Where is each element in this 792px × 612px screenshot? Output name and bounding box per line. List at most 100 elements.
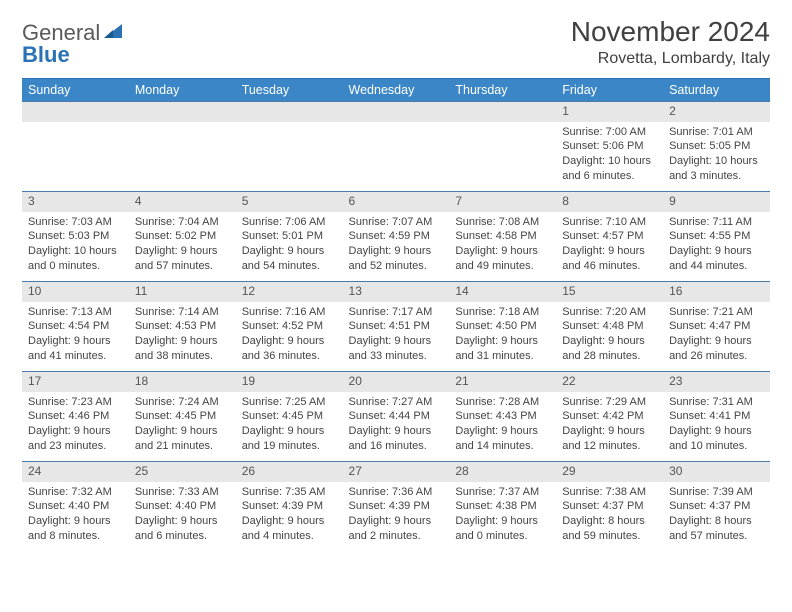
day-number: 8 xyxy=(556,192,663,212)
sunrise-text: Sunrise: 7:18 AM xyxy=(455,305,550,320)
title-block: November 2024 Rovetta, Lombardy, Italy xyxy=(571,16,770,68)
daylight-text: Daylight: 9 hours and 8 minutes. xyxy=(28,514,123,544)
day-cell: 21Sunrise: 7:28 AMSunset: 4:43 PMDayligh… xyxy=(449,372,556,462)
day-cell xyxy=(449,102,556,192)
day-number: 19 xyxy=(236,372,343,392)
sunset-text: Sunset: 4:43 PM xyxy=(455,409,550,424)
sunset-text: Sunset: 4:46 PM xyxy=(28,409,123,424)
day-data: Sunrise: 7:18 AMSunset: 4:50 PMDaylight:… xyxy=(449,302,556,368)
sunrise-text: Sunrise: 7:36 AM xyxy=(349,485,444,500)
day-number: 11 xyxy=(129,282,236,302)
daylight-text: Daylight: 9 hours and 4 minutes. xyxy=(242,514,337,544)
sunrise-text: Sunrise: 7:35 AM xyxy=(242,485,337,500)
day-data: Sunrise: 7:27 AMSunset: 4:44 PMDaylight:… xyxy=(343,392,450,458)
day-cell: 11Sunrise: 7:14 AMSunset: 4:53 PMDayligh… xyxy=(129,282,236,372)
sunset-text: Sunset: 4:51 PM xyxy=(349,319,444,334)
daylight-text: Daylight: 9 hours and 44 minutes. xyxy=(669,244,764,274)
logo-sail-icon xyxy=(102,22,124,45)
sunset-text: Sunset: 4:45 PM xyxy=(242,409,337,424)
day-number: 1 xyxy=(556,102,663,122)
day-number: 3 xyxy=(22,192,129,212)
daylight-text: Daylight: 9 hours and 38 minutes. xyxy=(135,334,230,364)
day-data xyxy=(236,122,343,129)
day-cell: 2Sunrise: 7:01 AMSunset: 5:05 PMDaylight… xyxy=(663,102,770,192)
sunrise-text: Sunrise: 7:33 AM xyxy=(135,485,230,500)
daylight-text: Daylight: 9 hours and 26 minutes. xyxy=(669,334,764,364)
dow-friday: Friday xyxy=(556,79,663,102)
day-cell: 14Sunrise: 7:18 AMSunset: 4:50 PMDayligh… xyxy=(449,282,556,372)
day-data: Sunrise: 7:17 AMSunset: 4:51 PMDaylight:… xyxy=(343,302,450,368)
day-data: Sunrise: 7:21 AMSunset: 4:47 PMDaylight:… xyxy=(663,302,770,368)
day-data: Sunrise: 7:07 AMSunset: 4:59 PMDaylight:… xyxy=(343,212,450,278)
sunrise-text: Sunrise: 7:31 AM xyxy=(669,395,764,410)
day-cell: 3Sunrise: 7:03 AMSunset: 5:03 PMDaylight… xyxy=(22,192,129,282)
day-cell: 20Sunrise: 7:27 AMSunset: 4:44 PMDayligh… xyxy=(343,372,450,462)
sunset-text: Sunset: 4:53 PM xyxy=(135,319,230,334)
sunrise-text: Sunrise: 7:13 AM xyxy=(28,305,123,320)
day-number: 30 xyxy=(663,462,770,482)
sunrise-text: Sunrise: 7:38 AM xyxy=(562,485,657,500)
day-data: Sunrise: 7:36 AMSunset: 4:39 PMDaylight:… xyxy=(343,482,450,548)
day-number: 25 xyxy=(129,462,236,482)
sunset-text: Sunset: 4:50 PM xyxy=(455,319,550,334)
day-cell: 7Sunrise: 7:08 AMSunset: 4:58 PMDaylight… xyxy=(449,192,556,282)
day-data: Sunrise: 7:14 AMSunset: 4:53 PMDaylight:… xyxy=(129,302,236,368)
day-data: Sunrise: 7:01 AMSunset: 5:05 PMDaylight:… xyxy=(663,122,770,188)
day-number: 10 xyxy=(22,282,129,302)
day-number: 23 xyxy=(663,372,770,392)
sunrise-text: Sunrise: 7:21 AM xyxy=(669,305,764,320)
day-cell: 30Sunrise: 7:39 AMSunset: 4:37 PMDayligh… xyxy=(663,462,770,552)
day-number xyxy=(236,102,343,122)
location: Rovetta, Lombardy, Italy xyxy=(571,50,770,68)
day-data: Sunrise: 7:16 AMSunset: 4:52 PMDaylight:… xyxy=(236,302,343,368)
sunrise-text: Sunrise: 7:24 AM xyxy=(135,395,230,410)
day-number: 28 xyxy=(449,462,556,482)
day-cell: 5Sunrise: 7:06 AMSunset: 5:01 PMDaylight… xyxy=(236,192,343,282)
sunset-text: Sunset: 4:57 PM xyxy=(562,229,657,244)
day-number: 17 xyxy=(22,372,129,392)
daylight-text: Daylight: 10 hours and 6 minutes. xyxy=(562,154,657,184)
day-cell: 12Sunrise: 7:16 AMSunset: 4:52 PMDayligh… xyxy=(236,282,343,372)
daylight-text: Daylight: 9 hours and 0 minutes. xyxy=(455,514,550,544)
daylight-text: Daylight: 9 hours and 41 minutes. xyxy=(28,334,123,364)
day-data: Sunrise: 7:35 AMSunset: 4:39 PMDaylight:… xyxy=(236,482,343,548)
day-number: 20 xyxy=(343,372,450,392)
sunset-text: Sunset: 5:06 PM xyxy=(562,139,657,154)
day-data: Sunrise: 7:24 AMSunset: 4:45 PMDaylight:… xyxy=(129,392,236,458)
daylight-text: Daylight: 9 hours and 33 minutes. xyxy=(349,334,444,364)
sunrise-text: Sunrise: 7:23 AM xyxy=(28,395,123,410)
day-data xyxy=(129,122,236,129)
day-cell: 29Sunrise: 7:38 AMSunset: 4:37 PMDayligh… xyxy=(556,462,663,552)
day-data: Sunrise: 7:06 AMSunset: 5:01 PMDaylight:… xyxy=(236,212,343,278)
sunset-text: Sunset: 4:42 PM xyxy=(562,409,657,424)
day-cell xyxy=(129,102,236,192)
day-data: Sunrise: 7:00 AMSunset: 5:06 PMDaylight:… xyxy=(556,122,663,188)
daylight-text: Daylight: 8 hours and 59 minutes. xyxy=(562,514,657,544)
day-number: 12 xyxy=(236,282,343,302)
dow-tuesday: Tuesday xyxy=(236,79,343,102)
calendar-table: Sunday Monday Tuesday Wednesday Thursday… xyxy=(22,78,770,552)
sunrise-text: Sunrise: 7:16 AM xyxy=(242,305,337,320)
sunrise-text: Sunrise: 7:14 AM xyxy=(135,305,230,320)
sunrise-text: Sunrise: 7:32 AM xyxy=(28,485,123,500)
daylight-text: Daylight: 9 hours and 10 minutes. xyxy=(669,424,764,454)
daylight-text: Daylight: 9 hours and 23 minutes. xyxy=(28,424,123,454)
week-row: 10Sunrise: 7:13 AMSunset: 4:54 PMDayligh… xyxy=(22,282,770,372)
sunset-text: Sunset: 4:37 PM xyxy=(669,499,764,514)
day-number: 6 xyxy=(343,192,450,212)
sunset-text: Sunset: 5:02 PM xyxy=(135,229,230,244)
day-data: Sunrise: 7:29 AMSunset: 4:42 PMDaylight:… xyxy=(556,392,663,458)
day-cell: 18Sunrise: 7:24 AMSunset: 4:45 PMDayligh… xyxy=(129,372,236,462)
week-row: 17Sunrise: 7:23 AMSunset: 4:46 PMDayligh… xyxy=(22,372,770,462)
day-cell: 4Sunrise: 7:04 AMSunset: 5:02 PMDaylight… xyxy=(129,192,236,282)
day-data xyxy=(343,122,450,129)
day-data: Sunrise: 7:37 AMSunset: 4:38 PMDaylight:… xyxy=(449,482,556,548)
daylight-text: Daylight: 9 hours and 6 minutes. xyxy=(135,514,230,544)
sunrise-text: Sunrise: 7:01 AM xyxy=(669,125,764,140)
day-number: 22 xyxy=(556,372,663,392)
daylight-text: Daylight: 9 hours and 57 minutes. xyxy=(135,244,230,274)
sunrise-text: Sunrise: 7:00 AM xyxy=(562,125,657,140)
sunset-text: Sunset: 4:54 PM xyxy=(28,319,123,334)
day-data: Sunrise: 7:33 AMSunset: 4:40 PMDaylight:… xyxy=(129,482,236,548)
day-data xyxy=(22,122,129,129)
